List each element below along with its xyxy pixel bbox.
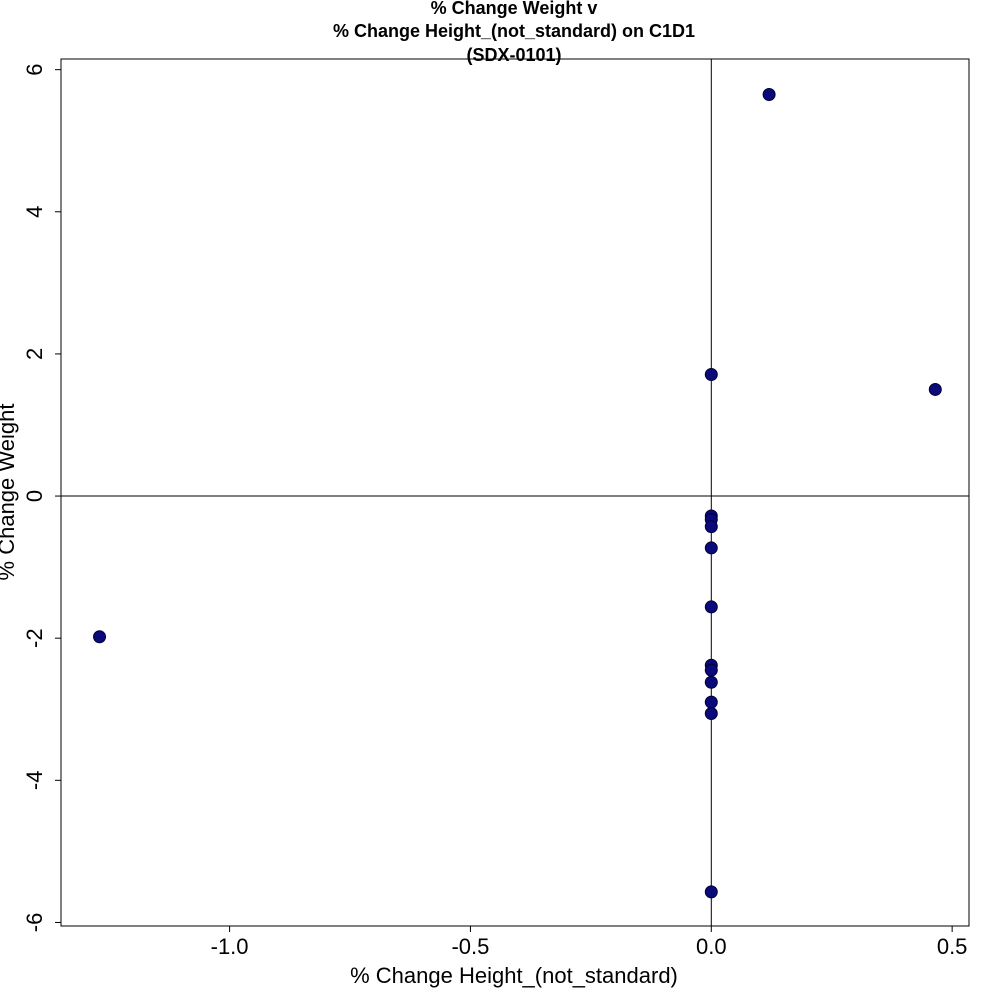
x-tick-label: -1.0 [211,934,249,959]
y-tick-label: 2 [22,348,47,360]
data-point [704,520,718,534]
x-axis-title: % Change Height_(not_standard) [350,963,678,988]
chart-title: % Change Weight v % Change Height_(not_s… [333,0,695,65]
chart-title-line-2: % Change Height_(not_standard) on C1D1 [333,21,695,41]
x-tick-label: 0.0 [696,934,727,959]
data-point [704,600,718,614]
data-point [704,707,718,721]
chart-title-line-1: % Change Weight v [431,0,598,18]
data-point [93,630,107,644]
x-tick-label: 0.5 [937,934,968,959]
data-point [704,541,718,555]
data-point [704,663,718,677]
data-point [762,88,776,102]
data-point [704,695,718,709]
data-point [704,885,718,899]
y-tick-label: -6 [22,913,47,933]
x-tick-label: -0.5 [451,934,489,959]
y-tick-label: -4 [22,771,47,791]
data-point [928,382,942,396]
chart-title-line-3: (SDX-0101) [466,45,561,65]
x-axis-ticks: -1.0 -0.5 0.0 0.5 [211,926,968,959]
y-tick-label: 4 [22,206,47,218]
y-tick-label: 6 [22,64,47,76]
data-point [704,368,718,382]
data-point [704,675,718,689]
y-tick-label: 0 [22,490,47,502]
data-points [93,88,942,899]
plot-area-frame [60,58,970,927]
y-axis-ticks: -6 -4 -2 0 2 4 6 [22,64,61,933]
y-tick-label: -2 [22,628,47,648]
y-axis-title: % Change Weight [0,404,19,581]
